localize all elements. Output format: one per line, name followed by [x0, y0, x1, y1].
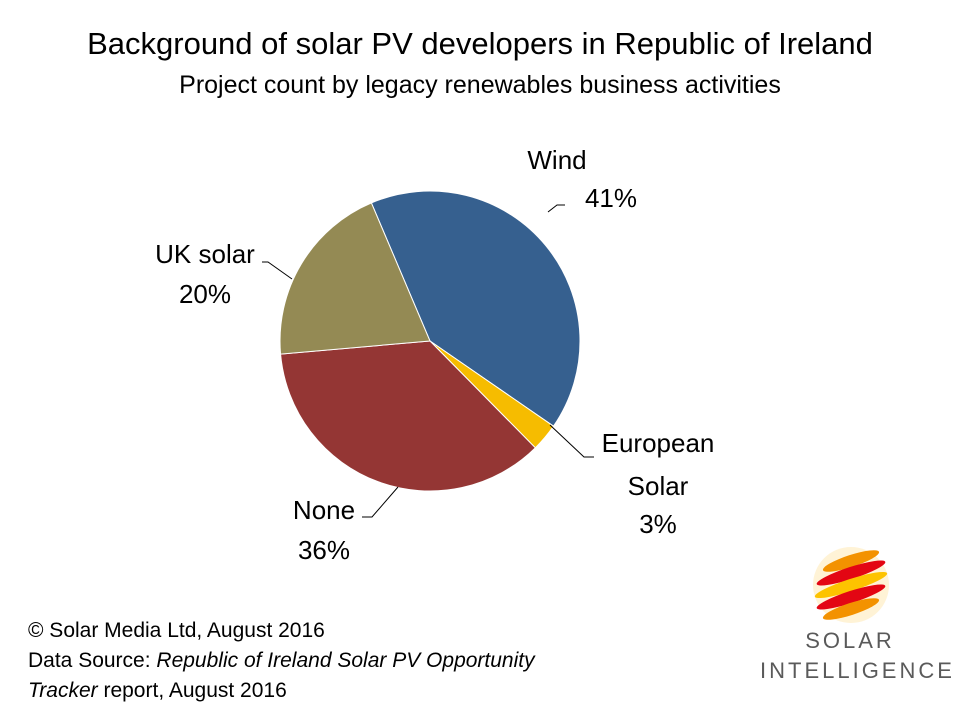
logo-line-1: SOLAR	[805, 628, 895, 653]
slice-value-label: 3%	[639, 509, 677, 539]
slice-value-label: 41%	[585, 183, 637, 213]
logo-band	[822, 550, 880, 572]
leader-line	[547, 204, 565, 213]
slice-category-label: UK solar	[155, 239, 255, 269]
slice-value-label: 20%	[179, 279, 231, 309]
slice-labels: Wind 41% European Solar 3% None 36% UK solar 20%	[155, 145, 714, 565]
leader-lines	[262, 204, 594, 518]
pie-slice-none	[280, 340, 537, 492]
logo-band	[816, 584, 886, 610]
logo-band	[814, 571, 888, 599]
source-title-part-2: Tracker	[28, 679, 98, 702]
copyright-text: © Solar Media Ltd, August 2016	[28, 619, 325, 642]
footer: © Solar Media Ltd, August 2016 Data Sour…	[28, 616, 535, 706]
slice-category-label: Wind	[527, 145, 586, 175]
source-title-part-1: Republic of Ireland Solar PV Opportunity	[156, 649, 535, 672]
chart-subtitle: Project count by legacy renewables busin…	[179, 71, 781, 99]
data-source-line-2: Tracker report, August 2016	[28, 679, 287, 702]
slice-category-label: Solar	[628, 471, 689, 501]
logo-band	[822, 598, 880, 620]
slice-category-label: European	[602, 428, 715, 458]
data-source-line-1: Data Source: Republic of Ireland Solar P…	[28, 649, 535, 672]
pie-slice-uk-solar	[279, 202, 431, 355]
logo-text: SOLAR INTELLIGENCE	[760, 626, 955, 686]
chart-title: Background of solar PV developers in Rep…	[87, 26, 873, 61]
logo-line-2: INTELLIGENCE	[760, 658, 955, 683]
leader-line	[549, 424, 594, 458]
slice-category-label: None	[293, 495, 355, 525]
solar-intelligence-logo-icon	[813, 547, 889, 623]
slice-value-label: 36%	[298, 535, 350, 565]
leader-line	[362, 486, 399, 518]
logo-band	[816, 560, 886, 586]
leader-line	[262, 261, 293, 280]
pie-slice-wind	[370, 190, 581, 427]
pie-slices	[279, 190, 581, 492]
